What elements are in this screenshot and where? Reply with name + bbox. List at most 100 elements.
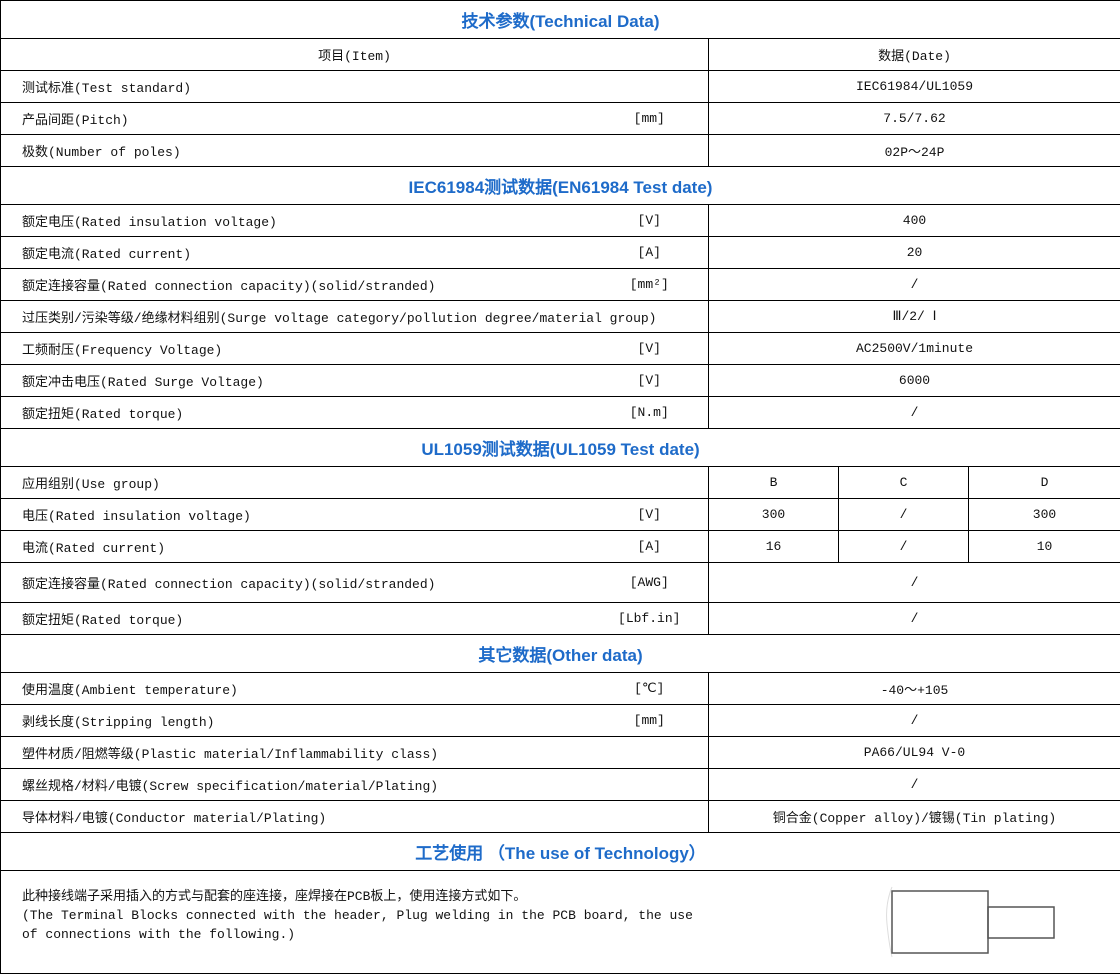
iec-section-title: IEC61984测试数据(EN61984 Test date) [1, 167, 1120, 205]
table-row: 额定扭矩(Rated torque)[N.m]/ [1, 397, 1120, 429]
tech-row: 此种接线端子采用插入的方式与配套的座连接，座焊接在PCB板上，使用连接方式如下。… [1, 871, 1120, 974]
value-cell: 16 [709, 531, 839, 563]
unit-label: [V] [591, 365, 709, 397]
value-cell: IEC61984/UL1059 [709, 71, 1120, 103]
value-cell: / [709, 563, 1120, 603]
table-row: 过压类别/污染等级/绝缘材料组别(Surge voltage category/… [1, 301, 1120, 333]
description-line: (The Terminal Blocks connected with the … [22, 906, 709, 925]
item-label: 额定电压(Rated insulation voltage) [1, 205, 591, 237]
table-row: 电流(Rated current)[A]16/10 [1, 531, 1120, 563]
tech-section-title: 工艺使用 （The use of Technology） [1, 833, 1120, 871]
description-line: of connections with the following.) [22, 925, 709, 944]
value-cell: 02P～24P [709, 135, 1120, 167]
value-cell: 400 [709, 205, 1120, 237]
unit-label: [mm] [591, 103, 709, 135]
value-cell: / [709, 603, 1120, 635]
item-label: 测试标准(Test standard) [1, 71, 591, 103]
value-cell: -40～+105 [709, 673, 1120, 705]
unit-label: [AWG] [591, 563, 709, 603]
section-title: 技术参数(Technical Data) [1, 1, 1120, 39]
item-label: 额定电流(Rated current) [1, 237, 591, 269]
unit-label: [mm²] [591, 269, 709, 301]
value-cell: 300 [969, 499, 1120, 531]
unit-label: [N.m] [591, 397, 709, 429]
value-cell: 铜合金(Copper alloy)/镀锡(Tin plating) [709, 801, 1120, 833]
item-label: 应用组别(Use group) [1, 467, 591, 499]
value-cell: / [709, 705, 1120, 737]
item-label: 产品间距(Pitch) [1, 103, 591, 135]
table-row: 产品间距(Pitch)[mm]7.5/7.62 [1, 103, 1120, 135]
tech-description: 此种接线端子采用插入的方式与配套的座连接，座焊接在PCB板上，使用连接方式如下。… [1, 871, 709, 974]
item-label: 塑件材质/阻燃等级(Plastic material/Inflammabilit… [1, 737, 591, 769]
unit-label: [V] [591, 499, 709, 531]
unit-label: [mm] [591, 705, 709, 737]
section-title: 工艺使用 （The use of Technology） [1, 833, 1120, 871]
unit-label [591, 737, 709, 769]
unit-label: [A] [591, 237, 709, 269]
section-title: IEC61984测试数据(EN61984 Test date) [1, 167, 1120, 205]
unit-label: [Lbf.in] [591, 603, 709, 635]
table-row: 额定电流(Rated current)[A]20 [1, 237, 1120, 269]
unit-label [591, 769, 709, 801]
item-label: 导体材料/电镀(Conductor material/Plating) [1, 801, 591, 833]
value-cell: / [709, 769, 1120, 801]
table-row: 额定连接容量(Rated connection capacity)(solid/… [1, 563, 1120, 603]
unit-label [591, 71, 709, 103]
item-label: 过压类别/污染等级/绝缘材料组别(Surge voltage category/… [1, 301, 591, 333]
value-cell: 10 [969, 531, 1120, 563]
unit-label [591, 801, 709, 833]
item-label: 额定连接容量(Rated connection capacity)(solid/… [1, 269, 591, 301]
unit-label: [V] [591, 333, 709, 365]
item-label: 额定扭矩(Rated torque) [1, 397, 591, 429]
item-label: 极数(Number of poles) [1, 135, 591, 167]
section-title: UL1059测试数据(UL1059 Test date) [1, 429, 1120, 467]
value-cell: PA66/UL94 V-0 [709, 737, 1120, 769]
connection-diagram [709, 871, 1120, 974]
item-label: 额定冲击电压(Rated Surge Voltage) [1, 365, 591, 397]
data-header: 数据(Date) [709, 39, 1120, 71]
unit-label [591, 467, 709, 499]
value-cell: / [709, 397, 1120, 429]
value-cell: AC2500V/1minute [709, 333, 1120, 365]
header-row: 项目(Item)数据(Date) [1, 39, 1120, 71]
table-row: 使用温度(Ambient temperature)[℃]-40～+105 [1, 673, 1120, 705]
ul-section-title: UL1059测试数据(UL1059 Test date) [1, 429, 1120, 467]
item-header: 项目(Item) [1, 39, 709, 71]
table-title: 技术参数(Technical Data) [1, 1, 1120, 39]
unit-label: [℃] [591, 673, 709, 705]
table-row: 电压(Rated insulation voltage)[V]300/300 [1, 499, 1120, 531]
table-row: 剥线长度(Stripping length)[mm]/ [1, 705, 1120, 737]
value-cell: 20 [709, 237, 1120, 269]
table-row: 额定电压(Rated insulation voltage)[V]400 [1, 205, 1120, 237]
value-cell: Ⅲ/2/ Ⅰ [709, 301, 1120, 333]
item-label: 额定扭矩(Rated torque) [1, 603, 591, 635]
item-label: 螺丝规格/材料/电镀(Screw specification/material/… [1, 769, 591, 801]
value-cell: 7.5/7.62 [709, 103, 1120, 135]
value-cell: B [709, 467, 839, 499]
item-label: 工频耐压(Frequency Voltage) [1, 333, 591, 365]
table-row: 工频耐压(Frequency Voltage)[V]AC2500V/1minut… [1, 333, 1120, 365]
item-label: 额定连接容量(Rated connection capacity)(solid/… [1, 563, 591, 603]
item-label: 电压(Rated insulation voltage) [1, 499, 591, 531]
table-row: 额定连接容量(Rated connection capacity)(solid/… [1, 269, 1120, 301]
value-cell: / [839, 499, 969, 531]
table-row: 螺丝规格/材料/电镀(Screw specification/material/… [1, 769, 1120, 801]
table-row: 极数(Number of poles) 02P～24P [1, 135, 1120, 167]
item-label: 剥线长度(Stripping length) [1, 705, 591, 737]
other-section-title: 其它数据(Other data) [1, 635, 1120, 673]
value-cell: 300 [709, 499, 839, 531]
table-row: 导体材料/电镀(Conductor material/Plating) 铜合金(C… [1, 801, 1120, 833]
item-label: 电流(Rated current) [1, 531, 591, 563]
value-cell: C [839, 467, 969, 499]
connector-diagram-icon [709, 879, 1120, 965]
table-row: 塑件材质/阻燃等级(Plastic material/Inflammabilit… [1, 737, 1120, 769]
value-cell: / [709, 269, 1120, 301]
description-line: 此种接线端子采用插入的方式与配套的座连接，座焊接在PCB板上，使用连接方式如下。 [22, 887, 709, 906]
section-title: 其它数据(Other data) [1, 635, 1120, 673]
table-row: 额定扭矩(Rated torque)[Lbf.in]/ [1, 603, 1120, 635]
table-row: 额定冲击电压(Rated Surge Voltage)[V]6000 [1, 365, 1120, 397]
value-cell: 6000 [709, 365, 1120, 397]
value-cell: D [969, 467, 1120, 499]
item-label: 使用温度(Ambient temperature) [1, 673, 591, 705]
